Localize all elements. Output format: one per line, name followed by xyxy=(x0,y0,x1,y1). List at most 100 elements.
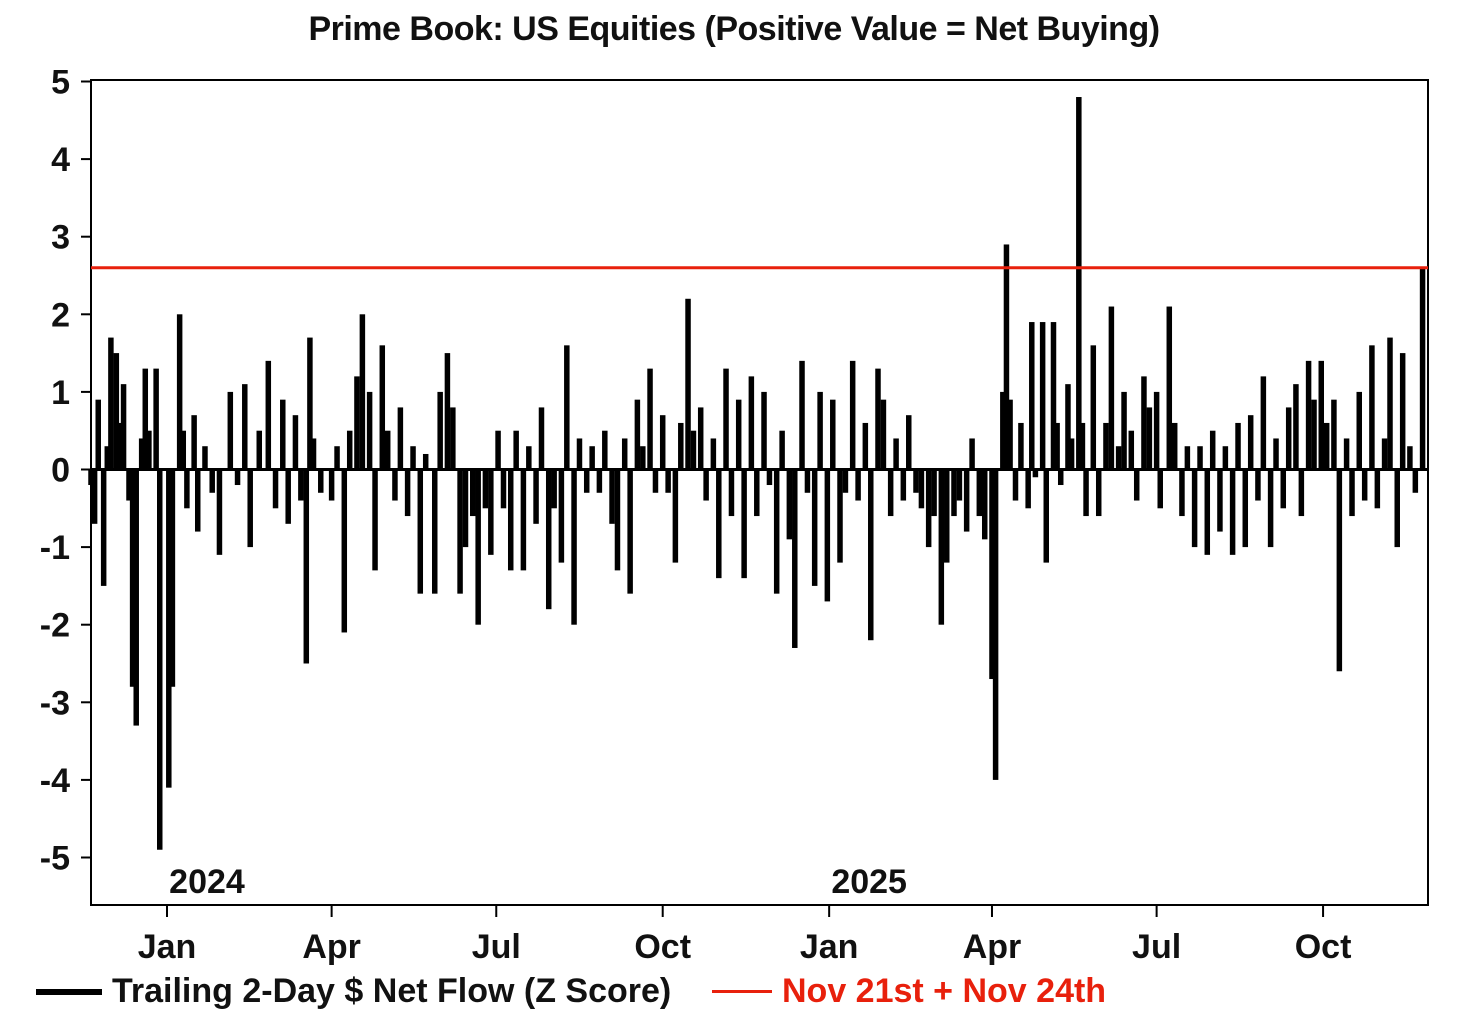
flow-bar xyxy=(227,391,234,470)
flow-bar xyxy=(1273,438,1279,470)
flow-bar xyxy=(437,391,443,470)
flow-bar xyxy=(1054,422,1060,470)
flow-bar xyxy=(126,469,132,501)
x-tick-label: Oct xyxy=(634,928,691,966)
flow-bar xyxy=(1204,469,1211,555)
flow-bar xyxy=(379,345,386,470)
flow-bar xyxy=(184,469,190,509)
flow-bar xyxy=(1255,469,1261,501)
flow-bar xyxy=(1076,97,1082,470)
flow-bar xyxy=(1369,345,1375,470)
flow-bar xyxy=(862,422,869,470)
flow-bar xyxy=(817,391,823,470)
flow-bar xyxy=(1217,469,1223,532)
flow-bar xyxy=(1065,384,1071,470)
flow-bar xyxy=(766,469,773,486)
flow-bar xyxy=(234,469,241,486)
flow-bar xyxy=(811,469,818,586)
flow-bar xyxy=(880,399,887,470)
x-axis: Jan Apr Jul Oct Jan Apr Jul Oct xyxy=(138,905,1352,966)
flow-bar xyxy=(500,469,507,509)
flow-bar xyxy=(1103,422,1109,470)
flow-bar xyxy=(1032,469,1039,478)
flow-bar xyxy=(526,446,532,470)
flow-bar xyxy=(113,353,120,470)
flow-bar xyxy=(153,368,159,470)
flow-bar xyxy=(634,399,641,470)
flow-bar xyxy=(1331,399,1337,470)
flow-bar xyxy=(157,469,163,850)
flow-bar xyxy=(576,438,583,470)
flow-bar xyxy=(1381,438,1388,470)
flow-bar xyxy=(91,469,98,524)
flow-bar xyxy=(1007,399,1013,470)
flow-bar xyxy=(728,469,735,517)
flow-bar xyxy=(1293,384,1299,470)
flow-bar xyxy=(1018,422,1024,470)
flow-bar xyxy=(875,368,881,470)
flow-bar xyxy=(488,469,494,555)
flow-bar xyxy=(665,469,671,493)
flow-bar xyxy=(346,430,353,470)
flow-bar xyxy=(571,469,577,625)
flow-bar xyxy=(640,446,646,470)
flow-bar xyxy=(992,469,999,780)
flow-bar xyxy=(938,469,945,625)
year-label: 2025 xyxy=(831,863,907,901)
flow-bar xyxy=(1318,360,1325,470)
flow-bar xyxy=(341,469,348,633)
flow-bar xyxy=(976,469,983,517)
flow-bar xyxy=(1043,469,1050,563)
flow-bar xyxy=(533,469,539,524)
y-tick-label: 4 xyxy=(51,141,70,179)
flow-bar xyxy=(392,469,398,501)
flow-bar xyxy=(842,469,849,493)
legend-swatch-reference xyxy=(712,990,772,993)
flow-bar xyxy=(307,337,313,470)
flow-bar xyxy=(918,469,925,509)
flow-bar xyxy=(1141,376,1147,470)
flow-bar xyxy=(697,407,704,470)
flow-bar xyxy=(1133,469,1140,501)
flow-bar xyxy=(117,422,123,470)
flow-bar xyxy=(129,469,136,687)
flow-bar xyxy=(265,360,272,470)
flow-bar xyxy=(1407,446,1413,470)
legend-label-reference: Nov 21st + Nov 24th xyxy=(782,972,1107,1010)
flow-bar xyxy=(545,469,552,610)
legend-item-net-flow: Trailing 2-Day $ Net Flow (Z Score) xyxy=(36,972,671,1011)
flow-bar xyxy=(1128,430,1135,470)
flow-bar xyxy=(647,368,653,470)
flow-bar xyxy=(786,469,793,540)
flow-bar xyxy=(1349,469,1355,517)
flow-bar xyxy=(627,469,633,594)
flow-bar xyxy=(1000,391,1006,470)
flow-bar xyxy=(1171,422,1178,470)
x-tick-label: Apr xyxy=(302,928,361,966)
flow-bar xyxy=(292,415,299,470)
flow-bar xyxy=(194,469,201,532)
flow-bar xyxy=(146,430,152,470)
x-tick-label: Oct xyxy=(1295,928,1352,966)
flow-bar xyxy=(202,446,208,470)
flow-bar xyxy=(133,469,139,726)
y-tick-label: -3 xyxy=(40,684,70,722)
flow-bar xyxy=(457,469,463,594)
flow-bar xyxy=(963,469,970,532)
flow-bar xyxy=(773,469,780,594)
flow-bar xyxy=(520,469,527,571)
flow-bar xyxy=(1336,469,1343,672)
flow-bar xyxy=(1179,469,1185,517)
flow-bar xyxy=(1012,469,1019,501)
flow-bar xyxy=(138,438,145,470)
flow-bar xyxy=(354,376,360,470)
x-tick-label: Jul xyxy=(1132,928,1181,966)
x-tick-label: Jul xyxy=(472,928,521,966)
flow-bar xyxy=(507,469,514,571)
flow-bar xyxy=(1247,415,1254,470)
flow-bar xyxy=(1356,391,1362,470)
flow-bar xyxy=(1079,422,1086,470)
flow-bar xyxy=(761,391,767,470)
flow-bar xyxy=(1121,391,1127,470)
